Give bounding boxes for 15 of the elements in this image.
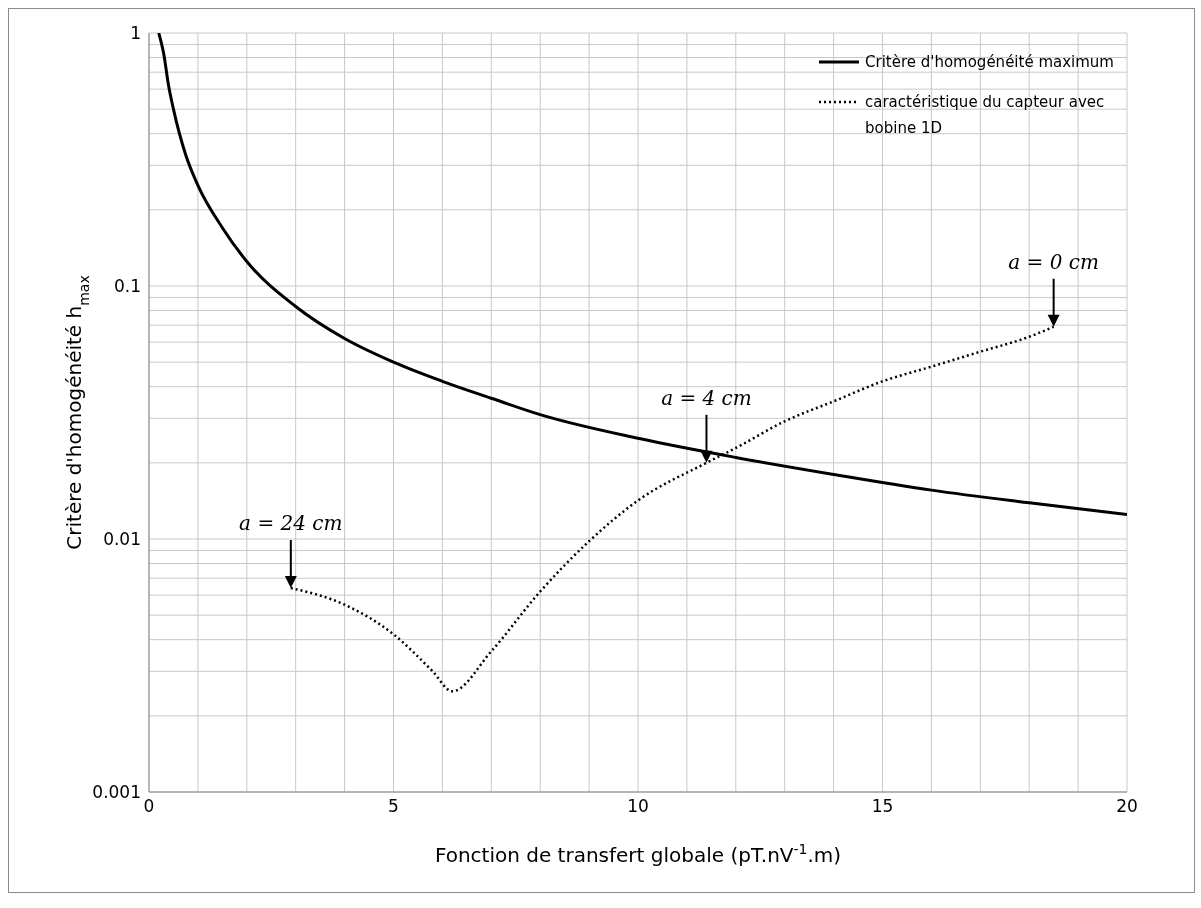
x-tick-label: 0 xyxy=(143,796,155,817)
y-tick-label: 1 xyxy=(130,23,141,44)
y-tick-label: 0.1 xyxy=(113,276,141,297)
annotation: a = 24 cm xyxy=(239,511,343,536)
annotation: a = 4 cm xyxy=(661,385,752,410)
y-tick-label: 0.01 xyxy=(103,529,141,550)
annotation: a = 0 cm xyxy=(1008,249,1099,274)
x-tick-label: 20 xyxy=(1116,796,1138,817)
x-tick-label: 5 xyxy=(388,796,399,817)
x-axis-title: Fonction de transfert globale (pT.nV$^{-1}$.m) xyxy=(434,841,842,867)
y-tick-label: 0.001 xyxy=(92,782,141,803)
legend-label: Critère d'homogénéité maximum xyxy=(865,52,1114,73)
x-tick-label: 15 xyxy=(871,796,894,817)
x-tick-label: 10 xyxy=(627,796,649,817)
legend-label: caractéristique du capteur avec bobine 1D xyxy=(865,92,1106,139)
